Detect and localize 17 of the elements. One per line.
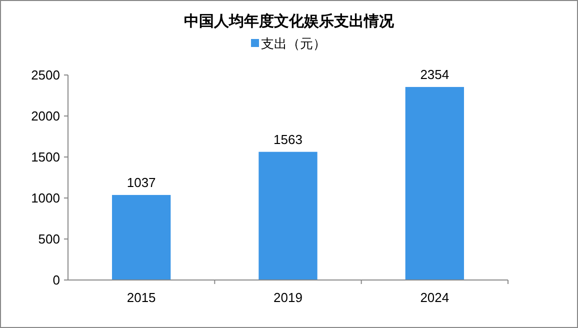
y-tick-label: 2500 xyxy=(31,68,60,83)
x-tick-label: 2019 xyxy=(274,290,302,305)
bar xyxy=(258,152,318,280)
y-tick-label: 1500 xyxy=(31,150,60,165)
y-tick-label: 2000 xyxy=(31,108,60,124)
y-tick-label: 0 xyxy=(52,272,60,288)
data-label: 1563 xyxy=(274,132,302,147)
chart-title: 中国人均年度文化娱乐支出情况 xyxy=(184,12,395,30)
x-tick-label: 2015 xyxy=(126,290,156,305)
x-tick-label: 2024 xyxy=(420,290,450,305)
bar xyxy=(112,194,171,280)
data-label: 1037 xyxy=(126,174,156,190)
y-tick-label: 1000 xyxy=(31,190,60,206)
legend-label: 支出（元） xyxy=(261,36,326,51)
bar xyxy=(405,86,464,280)
data-label: 2354 xyxy=(420,66,450,82)
y-tick-label: 500 xyxy=(38,232,60,247)
